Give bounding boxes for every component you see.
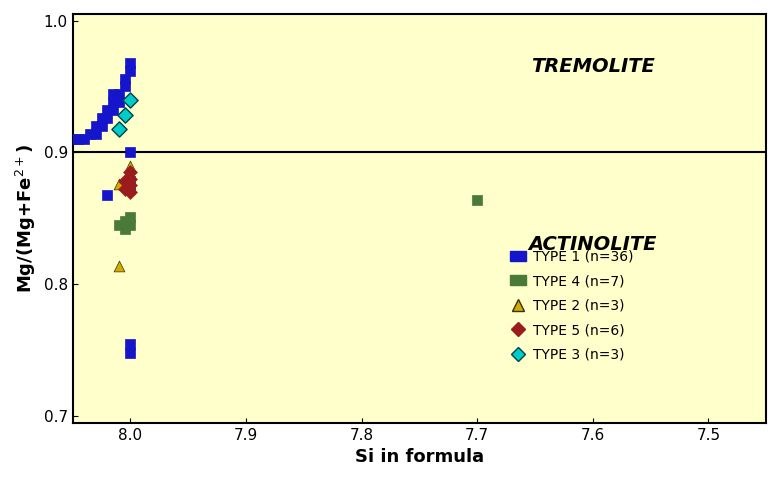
Point [124,185,136,193]
Point [90,130,102,138]
Point [112,221,125,229]
Point [119,178,131,185]
Point [124,213,136,221]
Point [107,91,119,98]
Legend: TYPE 1 (n=36), TYPE 4 (n=7), TYPE 2 (n=3), TYPE 5 (n=6), TYPE 3 (n=3): TYPE 1 (n=36), TYPE 4 (n=7), TYPE 2 (n=3… [509,250,633,361]
Point [124,168,136,176]
Point [112,262,125,270]
Point [101,114,114,122]
Point [83,130,96,138]
Point [124,221,136,229]
Point [101,191,114,198]
Point [73,135,85,143]
Point [78,135,90,143]
Point [119,112,131,120]
Point [471,196,484,204]
Point [124,181,136,189]
X-axis label: Si in formula: Si in formula [355,448,484,466]
Point [124,59,136,67]
Point [119,185,131,193]
Point [124,162,136,169]
Point [107,98,119,106]
Point [90,122,102,130]
Point [101,107,114,114]
Point [119,75,131,83]
Point [124,188,136,196]
Point [66,135,79,143]
Point [124,175,136,182]
Point [124,96,136,104]
Point [112,180,125,188]
Point [119,225,131,233]
Point [124,340,136,348]
Point [55,142,67,150]
Point [112,91,125,98]
Point [112,125,125,132]
Text: TREMOLITE: TREMOLITE [531,57,654,76]
Point [95,114,108,122]
Point [124,148,136,156]
Point [112,98,125,106]
Point [119,217,131,225]
Text: ACTINOLITE: ACTINOLITE [529,235,657,254]
Point [95,122,108,130]
Point [124,349,136,357]
Y-axis label: Mg/(Mg+Fe$^{2+}$): Mg/(Mg+Fe$^{2+}$) [14,144,38,293]
Point [107,107,119,114]
Point [124,178,136,185]
Point [119,83,131,90]
Point [124,67,136,74]
